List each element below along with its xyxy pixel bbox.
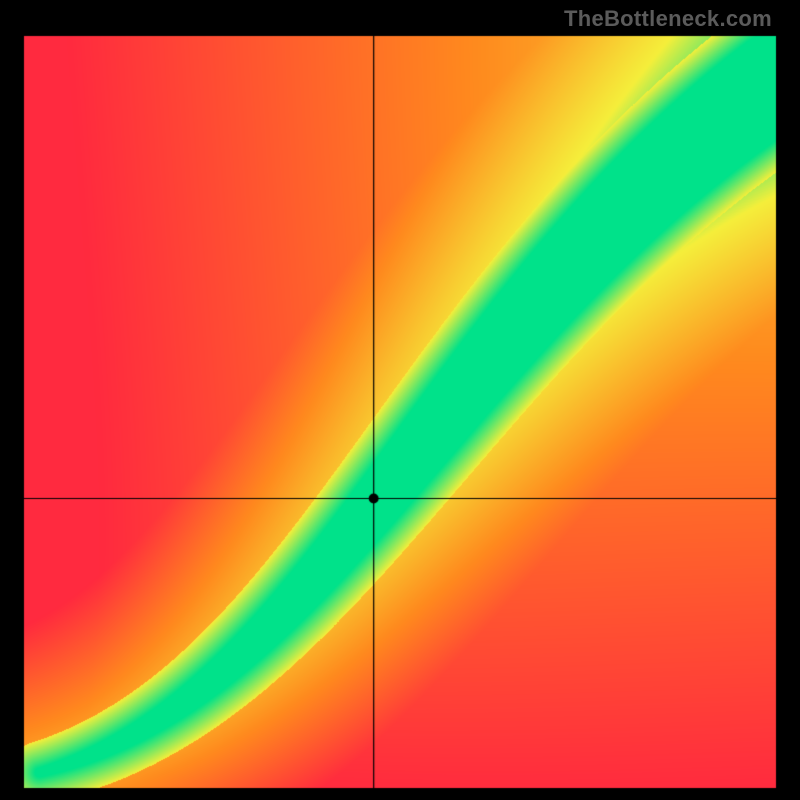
chart-stage: TheBottleneck.com <box>0 0 800 800</box>
bottleneck-heatmap-canvas <box>0 0 800 800</box>
watermark-text: TheBottleneck.com <box>564 6 772 32</box>
